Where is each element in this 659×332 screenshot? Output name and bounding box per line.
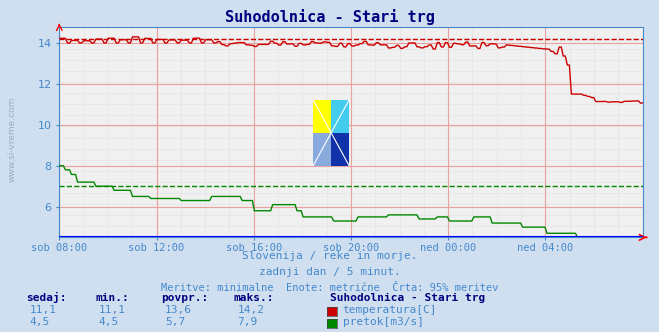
Text: min.:: min.: (96, 293, 129, 303)
Text: 14,2: 14,2 (237, 305, 264, 315)
Text: Slovenija / reke in morje.: Slovenija / reke in morje. (242, 251, 417, 261)
Text: Meritve: minimalne  Enote: metrične  Črta: 95% meritev: Meritve: minimalne Enote: metrične Črta:… (161, 283, 498, 293)
Polygon shape (331, 100, 349, 133)
Text: maks.:: maks.: (234, 293, 274, 303)
Text: Suhodolnica - Stari trg: Suhodolnica - Stari trg (330, 293, 485, 303)
Text: pretok[m3/s]: pretok[m3/s] (343, 317, 424, 327)
Text: 11,1: 11,1 (99, 305, 126, 315)
Text: 4,5: 4,5 (99, 317, 119, 327)
Text: 4,5: 4,5 (30, 317, 50, 327)
Text: temperatura[C]: temperatura[C] (343, 305, 437, 315)
Text: 5,7: 5,7 (165, 317, 185, 327)
Polygon shape (313, 133, 331, 166)
Polygon shape (331, 133, 349, 166)
Polygon shape (313, 100, 331, 133)
Text: 11,1: 11,1 (30, 305, 57, 315)
Text: sedaj:: sedaj: (26, 292, 67, 303)
Text: Suhodolnica - Stari trg: Suhodolnica - Stari trg (225, 9, 434, 25)
Text: 7,9: 7,9 (237, 317, 258, 327)
Text: zadnji dan / 5 minut.: zadnji dan / 5 minut. (258, 267, 401, 277)
Text: www.si-vreme.com: www.si-vreme.com (8, 97, 17, 182)
Text: 13,6: 13,6 (165, 305, 192, 315)
Text: povpr.:: povpr.: (161, 293, 209, 303)
